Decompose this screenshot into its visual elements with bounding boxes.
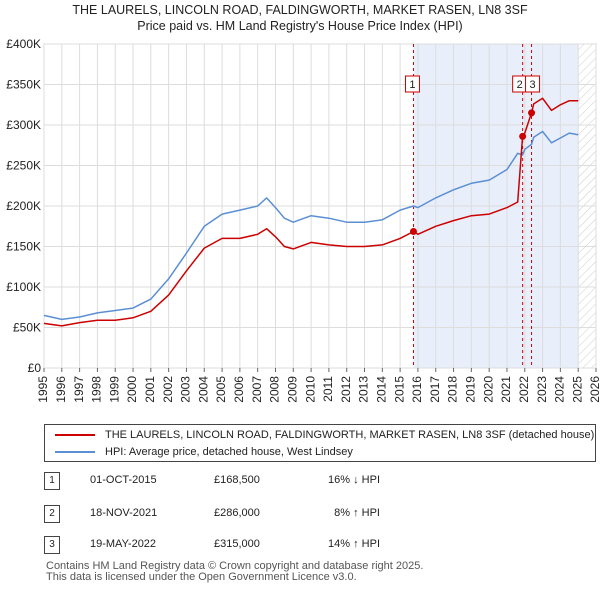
legend-swatch-hpi: [55, 451, 95, 453]
y-tick-label: £400K: [6, 37, 41, 51]
y-tick-label: £100K: [6, 280, 41, 294]
table-row: 2 18-NOV-2021 £286,000 8% ↑ HPI: [0, 505, 600, 529]
x-tick-label: 2016: [410, 376, 424, 403]
x-tick-label: 1999: [107, 376, 121, 403]
price-chart: £0 £50K £100K £150K £200K £250K £300K £350K £400…: [6, 37, 600, 403]
footer-copyright: Contains HM Land Registry data © Crown c…: [46, 560, 424, 572]
x-tick-label: 2012: [339, 376, 353, 403]
sale-price: £286,000: [214, 507, 260, 519]
table-row: 1 01-OCT-2015 £168,500 16% ↓ HPI: [0, 472, 600, 496]
x-tick-label: 2009: [285, 376, 299, 403]
x-tick-label: 1995: [36, 376, 50, 403]
y-tick-label: £250K: [6, 159, 41, 173]
x-tick-label: 2004: [196, 376, 210, 403]
x-tick-label: 2008: [268, 376, 282, 403]
x-tick-label: 2020: [481, 376, 495, 403]
sale-price: £315,000: [214, 538, 260, 550]
x-tick-label: 2006: [232, 376, 246, 403]
x-tick-label: 2003: [179, 376, 193, 403]
y-tick-label: £0: [28, 361, 42, 375]
x-tick-label: 2015: [392, 376, 406, 403]
sale-point: [409, 228, 417, 236]
x-tick-label: 2018: [446, 376, 460, 403]
legend: THE LAURELS, LINCOLN ROAD, FALDINGWORTH,…: [44, 424, 596, 462]
property-series-line: [43, 97, 579, 327]
chart-subtitle: Price paid vs. HM Land Registry's House …: [137, 19, 463, 33]
x-tick-label: 1998: [90, 376, 104, 403]
sale-number-badge: 2: [44, 505, 60, 523]
x-tick-label: 2007: [250, 376, 264, 403]
sale-label-box: [404, 75, 420, 93]
footer-licence: This data is licensed under the Open Gov…: [46, 571, 357, 583]
x-tick-label: 2024: [553, 376, 567, 403]
hpi-series-line: [43, 130, 579, 321]
x-tick-label: 2013: [357, 376, 371, 403]
sale-hpi-diff: 8% ↑ HPI: [334, 507, 380, 519]
x-tick-label: 2001: [143, 376, 157, 403]
y-tick-label: £350K: [6, 78, 41, 92]
x-tick-label: 1996: [54, 376, 68, 403]
x-tick-label: 2005: [214, 376, 228, 403]
sale-number-badge: 1: [44, 472, 60, 490]
x-tick-label: 2002: [161, 376, 175, 403]
legend-item-property: THE LAURELS, LINCOLN ROAD, FALDINGWORTH,…: [45, 427, 595, 443]
y-tick-label: £150K: [6, 240, 41, 254]
sale-date: 01-OCT-2015: [90, 474, 157, 486]
sale-number-badge: 3: [44, 536, 60, 554]
sale-label-text: 3: [529, 79, 535, 91]
x-tick-label: 2019: [464, 376, 478, 403]
x-tick-label: 2000: [125, 376, 139, 403]
footer: Contains HM Land Registry data © Crown c…: [46, 561, 423, 583]
x-tick-label: 2023: [535, 376, 549, 403]
x-tick-label: 2017: [428, 376, 442, 403]
y-tick-label: £50K: [13, 321, 41, 335]
sale-label-box: [525, 75, 541, 93]
legend-swatch-property: [55, 434, 95, 436]
x-tick-label: 2026: [588, 376, 600, 403]
sale-hpi-diff: 14% ↑ HPI: [328, 538, 380, 550]
legend-item-hpi: HPI: Average price, detached house, West…: [45, 444, 595, 460]
sale-point: [519, 132, 527, 140]
sale-label-text: 1: [409, 79, 415, 91]
legend-label-hpi: HPI: Average price, detached house, West…: [105, 446, 353, 458]
legend-label-property: THE LAURELS, LINCOLN ROAD, FALDINGWORTH,…: [105, 429, 595, 441]
x-tick-label: 2025: [570, 376, 584, 403]
sale-label-text: 2: [517, 79, 523, 91]
sale-date: 18-NOV-2021: [90, 507, 158, 519]
chart-title: THE LAURELS, LINCOLN ROAD, FALDINGWORTH,…: [72, 3, 528, 17]
y-tick-label: £200K: [6, 199, 41, 213]
x-tick-label: 1997: [72, 376, 86, 403]
sale-point: [528, 109, 536, 117]
x-tick-label: 2022: [517, 376, 531, 403]
x-tick-label: 2021: [499, 376, 513, 403]
x-tick-label: 2010: [303, 376, 317, 403]
y-tick-label: £300K: [6, 118, 41, 132]
sale-price: £168,500: [214, 474, 260, 486]
sale-hpi-diff: 16% ↓ HPI: [328, 474, 380, 486]
table-row: 3 19-MAY-2022 £315,000 14% ↑ HPI: [0, 536, 600, 560]
sale-date: 19-MAY-2022: [90, 538, 157, 550]
x-tick-label: 2011: [321, 376, 335, 402]
x-tick-label: 2014: [374, 376, 388, 403]
